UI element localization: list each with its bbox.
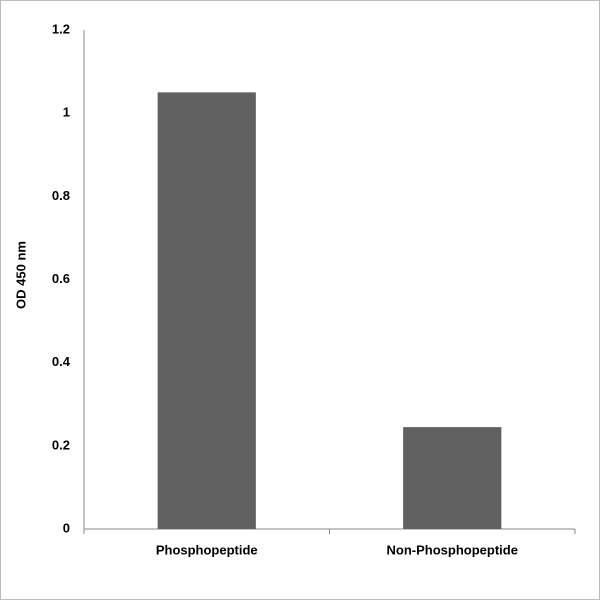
bar: [403, 427, 502, 529]
y-tick-label: 0.6: [52, 271, 70, 286]
bar: [157, 92, 256, 529]
y-tick-label: 1.2: [52, 21, 70, 36]
y-tick-label: 0: [63, 520, 70, 535]
y-tick-label: 0.2: [52, 437, 70, 452]
x-tick-label: Non-Phosphopeptide: [387, 542, 518, 557]
y-axis-label: OD 450 nm: [13, 241, 28, 309]
y-tick-label: 0.8: [52, 188, 70, 203]
y-tick-label: 1: [63, 105, 70, 120]
x-tick-label: Phosphopeptide: [156, 542, 258, 557]
y-tick-label: 0.4: [52, 354, 71, 369]
